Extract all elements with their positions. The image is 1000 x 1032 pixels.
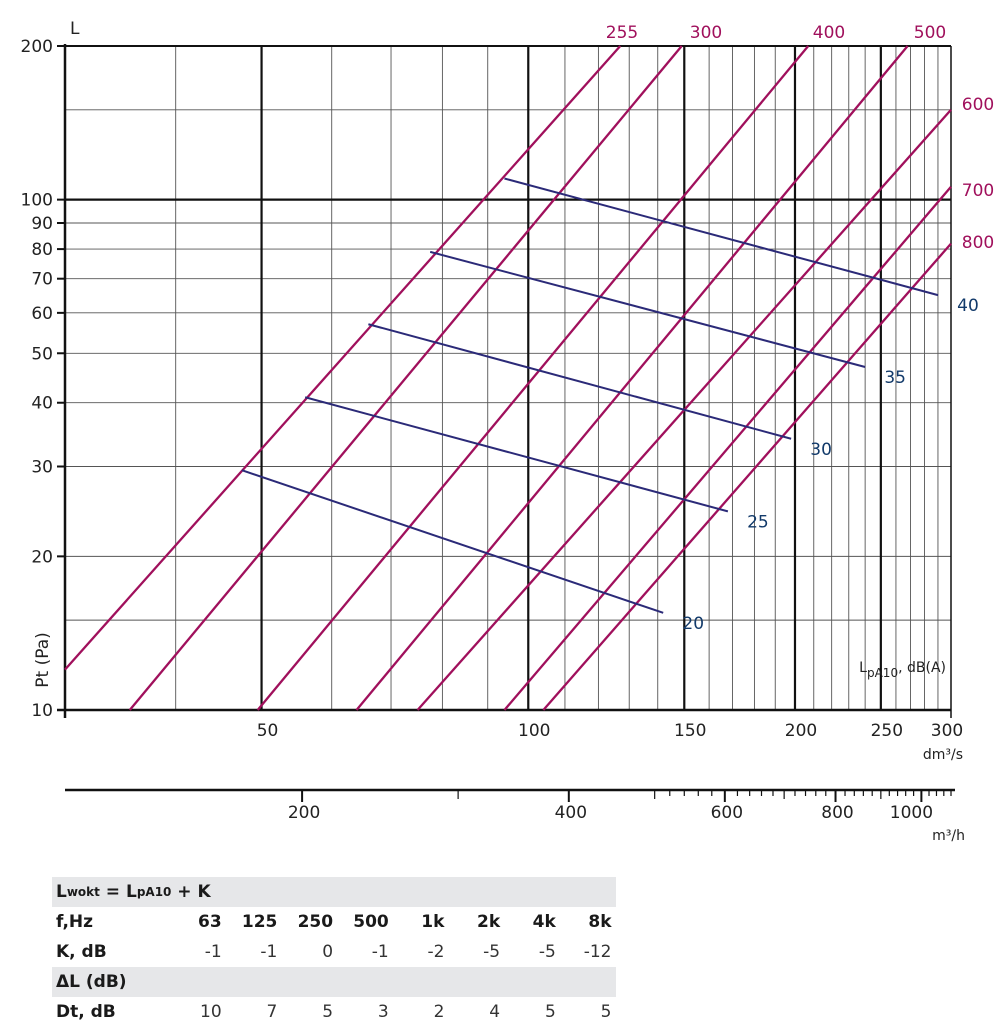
x-tick-label: 50 <box>257 721 279 741</box>
freq_row-cell: 125 <box>241 912 278 932</box>
freq_row-cell: 63 <box>198 912 222 932</box>
secondary-tick-label: 600 <box>711 803 743 823</box>
x-tick-label: 150 <box>674 721 706 741</box>
secondary-axis-unit: m³/h <box>932 828 965 844</box>
y-tick-label: 90 <box>31 214 53 234</box>
sound-line-40 <box>504 177 939 297</box>
chart-labels: L Pt (Pa) LpA10, dB(A) <box>33 19 946 688</box>
y-tick-label: 60 <box>31 304 53 324</box>
k_row-cell: -5 <box>538 942 556 962</box>
size-label-500: 500 <box>914 23 946 43</box>
size-line-400 <box>256 45 810 711</box>
size-line-300 <box>128 45 683 711</box>
freq_row-cell: 8k <box>588 912 612 932</box>
freq_row-cell: 250 <box>297 912 334 932</box>
size-lines: 255 300 400 500 600 700 800 <box>64 23 994 711</box>
size-label-600: 600 <box>962 95 994 115</box>
y-tick-label: 50 <box>31 344 53 364</box>
secondary-x-axis: 200 400 600 800 1000 m³/h <box>65 788 965 844</box>
sound-label-35: 35 <box>884 368 906 388</box>
formula-eq: = L <box>99 882 137 902</box>
secondary-tick-label: 400 <box>555 803 587 823</box>
sound-label-20: 20 <box>682 614 704 634</box>
x-axis-unit: dm³/s <box>923 747 963 763</box>
sound-label-30: 30 <box>810 440 832 460</box>
secondary-tick-label: 200 <box>288 803 320 823</box>
freq-row-label: f,Hz <box>56 912 94 932</box>
table-header-delta: ΔL (dB) <box>52 967 616 997</box>
freq_row-cell: 1k <box>421 912 445 932</box>
k_row-cell: -5 <box>483 942 501 962</box>
size-label-300: 300 <box>690 23 722 43</box>
y-tick-label: 20 <box>31 547 53 567</box>
x-tick-labels: 50 100 150 200 250 300 dm³/s <box>257 721 963 763</box>
size-label-800: 800 <box>962 233 994 253</box>
sound-label-25: 25 <box>747 512 769 532</box>
dt_row-cell: 2 <box>433 1002 445 1022</box>
sound-line-20 <box>241 469 664 614</box>
dt_row-cell: 5 <box>322 1002 334 1022</box>
x-tick-label: 100 <box>518 721 550 741</box>
x-tick-label: 300 <box>931 721 963 741</box>
dt-row: Dt, dB 10 7 5 3 2 4 5 5 <box>52 997 616 1027</box>
axis-frame <box>57 44 952 718</box>
dt_row-cell: 10 <box>200 1002 222 1022</box>
y-tick-label: 30 <box>31 457 53 477</box>
dt_row-cell: 3 <box>377 1002 389 1022</box>
formula-pa10: pA10 <box>136 885 172 899</box>
y-tick-label: 70 <box>31 270 53 290</box>
dt-row-label: Dt, dB <box>56 1002 116 1022</box>
sound-label-40: 40 <box>957 296 979 316</box>
sound-line-30 <box>368 323 792 440</box>
freq_row-cell: 4k <box>532 912 556 932</box>
delta-header: ΔL (dB) <box>56 972 127 992</box>
size-line-500 <box>355 45 909 711</box>
size-line-255 <box>64 45 622 671</box>
size-label-400: 400 <box>813 23 845 43</box>
sound-line-35 <box>429 250 866 368</box>
grid-minor <box>64 46 952 710</box>
dt_row-cell: 4 <box>489 1002 501 1022</box>
k_row-cell: 0 <box>322 942 334 962</box>
dt_row-cell: 5 <box>544 1002 556 1022</box>
dt_row-cell: 7 <box>266 1002 278 1022</box>
secondary-tick-label: 1000 <box>890 803 933 823</box>
size-line-700 <box>503 185 952 711</box>
sound-line-25 <box>304 396 729 513</box>
sound-level-label: LpA10, dB(A) <box>859 660 946 680</box>
formula-l: L <box>56 882 67 902</box>
y-tick-label: 100 <box>21 191 53 211</box>
k_row-cell: -12 <box>583 942 612 962</box>
formula-wokt: wokt <box>66 885 100 899</box>
y-tick-label: 80 <box>31 240 53 260</box>
size-line-800 <box>542 242 952 711</box>
y-tick-label: 40 <box>31 394 53 414</box>
k_row-cell: -2 <box>427 942 445 962</box>
k_row-cell: -1 <box>371 942 389 962</box>
k-row-label: K, dB <box>56 942 107 962</box>
freq-row: f,Hz 63 125 250 500 1k 2k 4k 8k <box>52 907 616 937</box>
formula-plus-k: + K <box>171 882 211 902</box>
dt_row-cell: 5 <box>600 1002 612 1022</box>
y-tick-labels: 10 20 30 40 50 60 70 80 90 100 200 <box>21 37 65 721</box>
secondary-tick-label: 800 <box>821 803 853 823</box>
y-tick-label: 10 <box>31 701 53 721</box>
sound-lines: 40 35 30 25 20 <box>241 177 979 634</box>
freq_row-cell: 500 <box>353 912 389 932</box>
y-tick-label: 200 <box>21 37 53 57</box>
freq_row-cell: 2k <box>476 912 501 932</box>
size-label-700: 700 <box>962 181 994 201</box>
x-tick-label: 200 <box>785 721 817 741</box>
k-row: K, dB -1 -1 0 -1 -2 -5 -5 -12 <box>52 937 616 967</box>
size-label-255: 255 <box>606 23 638 43</box>
x-tick-label: 250 <box>871 721 903 741</box>
y-axis-top-label: L <box>70 19 80 39</box>
y-axis-label: Pt (Pa) <box>33 632 53 688</box>
k_row-cell: -1 <box>260 942 278 962</box>
k_row-cell: -1 <box>204 942 222 962</box>
grid-major <box>65 46 951 710</box>
